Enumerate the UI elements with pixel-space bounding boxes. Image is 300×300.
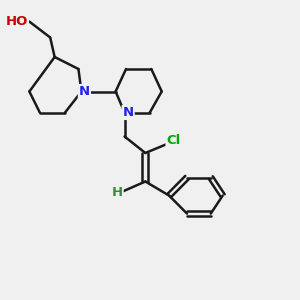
Text: N: N (79, 85, 90, 98)
Text: H: H (112, 186, 123, 199)
Text: HO: HO (5, 15, 28, 28)
Text: N: N (122, 106, 134, 119)
Text: Cl: Cl (167, 134, 181, 147)
